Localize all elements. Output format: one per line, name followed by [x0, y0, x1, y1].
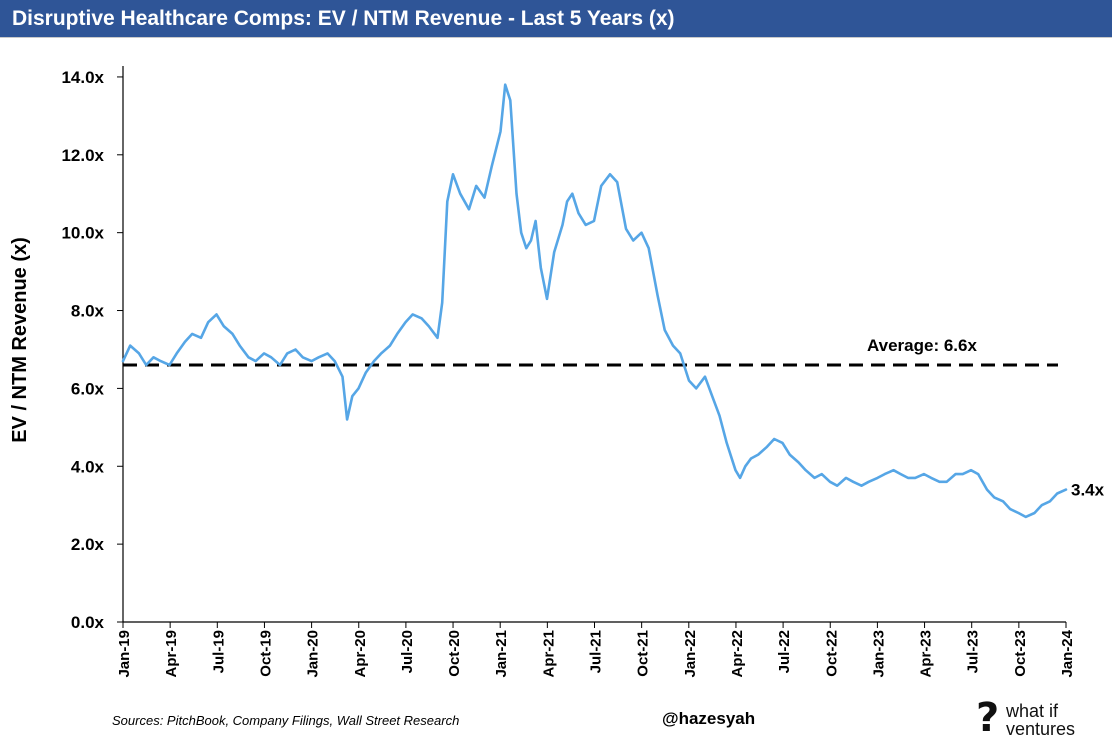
- x-tick-label: Jul-23: [965, 630, 982, 673]
- average-line-group: Average: 6.6x: [123, 336, 1058, 367]
- y-axis: 0.0x 2.0x 4.0x 6.0x 8.0x 10.0x 12.0x 14.0x: [61, 66, 124, 632]
- x-tick-label: Jul-20: [399, 630, 416, 673]
- x-axis: Jan-19 Apr-19 Jul-19 Oct-19 Jan-20 Apr-20 Jul-…: [116, 621, 1076, 678]
- ev-ntm-revenue-chart: 0.0x 2.0x 4.0x 6.0x 8.0x 10.0x 12.0x 14.0x Jan-…: [9, 66, 1105, 678]
- x-tick-label: Jan-20: [305, 630, 322, 678]
- y-tick-label: 8.0x: [71, 302, 105, 321]
- y-tick-label: 6.0x: [71, 379, 105, 398]
- question-mark-icon: ?: [976, 695, 1000, 741]
- logo-line-1: what if: [1006, 701, 1059, 721]
- x-tick-label: Jan-21: [493, 630, 510, 678]
- x-tick-label: Oct-23: [1012, 630, 1029, 677]
- x-tick-label: Jan-23: [870, 630, 887, 678]
- x-tick-label: Apr-21: [540, 630, 557, 678]
- author-handle: @hazesyah: [662, 709, 756, 728]
- x-tick-label: Apr-22: [729, 630, 746, 678]
- end-value-label: 3.4x: [1071, 481, 1105, 500]
- x-tick-label: Jan-24: [1059, 629, 1076, 677]
- x-tick-label: Oct-22: [823, 630, 840, 677]
- y-tick-label: 0.0x: [71, 613, 105, 632]
- logo-line-2: ventures: [1006, 719, 1076, 739]
- x-tick-label: Oct-20: [446, 630, 463, 677]
- average-label: Average: 6.6x: [867, 336, 977, 355]
- x-tick-label: Apr-19: [163, 630, 180, 678]
- y-tick-label: 2.0x: [71, 535, 105, 554]
- what-if-ventures-logo: ? what if ventures: [976, 696, 1106, 742]
- series-line: [121, 83, 1068, 519]
- y-tick-label: 10.0x: [61, 224, 104, 243]
- y-axis-label: EV / NTM Revenue (x): [9, 237, 31, 443]
- x-tick-label: Apr-23: [918, 630, 935, 678]
- x-tick-label: Oct-19: [257, 630, 274, 677]
- x-tick-label: Jan-22: [682, 630, 699, 678]
- title-divider: [0, 37, 1112, 38]
- x-tick-label: Jul-19: [210, 630, 227, 673]
- x-tick-label: Jan-19: [116, 630, 133, 678]
- series-group: 3.4x: [121, 83, 1105, 519]
- y-tick-label: 12.0x: [61, 146, 104, 165]
- x-tick-label: Jul-21: [588, 630, 605, 673]
- sources-note: Sources: PitchBook, Company Filings, Wal…: [112, 713, 460, 728]
- y-tick-label: 4.0x: [71, 457, 105, 476]
- chart-title: Disruptive Healthcare Comps: EV / NTM Re…: [0, 0, 1112, 37]
- x-tick-label: Oct-21: [635, 630, 652, 677]
- x-tick-label: Apr-20: [352, 630, 369, 678]
- y-tick-label: 14.0x: [61, 68, 104, 87]
- x-tick-label: Jul-22: [776, 630, 793, 673]
